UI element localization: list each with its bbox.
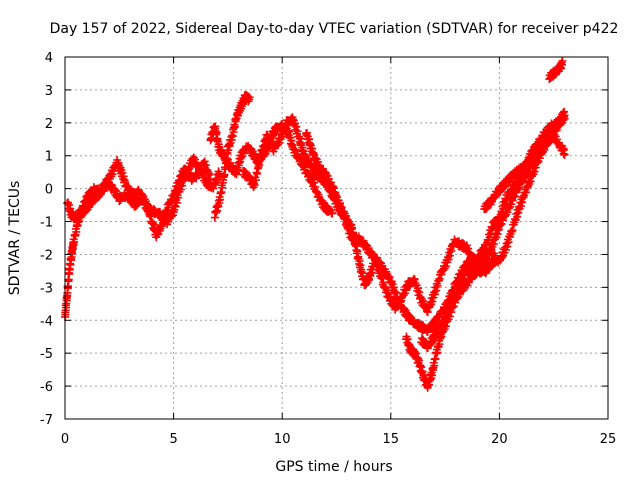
y-tick-label: -4 [40, 314, 53, 329]
y-tick-labels: -7 -6 -5 -4 -3 -2 -1 0 1 2 3 4 [40, 51, 53, 428]
data-point-marker [558, 56, 567, 65]
data-point-marker [215, 169, 224, 178]
data-point-marker [485, 233, 494, 242]
data-point-marker [217, 188, 226, 197]
y-tick-label: -6 [40, 380, 53, 395]
data-point-marker [251, 176, 260, 185]
data-point-marker [560, 150, 569, 159]
data-point-marker [541, 137, 550, 146]
axis-ticks [64, 56, 609, 420]
x-tick-label: 20 [491, 432, 508, 447]
data-point-marker [445, 251, 454, 260]
series-track-b [63, 153, 224, 229]
data-point-marker [230, 122, 239, 131]
x-tick-label: 10 [274, 432, 291, 447]
x-tick-label: 15 [383, 432, 400, 447]
data-point-marker [432, 286, 441, 295]
data-point-marker [220, 170, 229, 179]
data-point-marker [441, 312, 450, 321]
data-point-marker [171, 202, 180, 211]
data-point-marker [372, 258, 381, 267]
data-point-marker [335, 199, 344, 208]
data-point-marker [515, 168, 524, 177]
y-tick-label: -7 [40, 413, 53, 428]
series-track-l [545, 56, 567, 84]
data-point-marker [292, 122, 301, 131]
data-point-marker [172, 198, 181, 207]
x-tick-label: 5 [169, 432, 177, 447]
data-point-marker [228, 132, 237, 141]
y-tick-label: -5 [40, 347, 53, 362]
data-point-marker [212, 128, 221, 137]
data-point-marker [560, 111, 569, 120]
data-point-marker [512, 212, 521, 221]
y-tick-label: 2 [45, 117, 53, 132]
y-tick-label: -1 [40, 216, 53, 231]
data-point-marker [353, 247, 362, 256]
plot-frame [64, 56, 609, 420]
data-point-marker [374, 262, 383, 271]
data-point-marker [430, 290, 439, 299]
y-tick-label: -3 [40, 281, 53, 296]
x-tick-labels: 0 5 10 15 20 25 [61, 432, 616, 447]
data-point-marker [245, 93, 254, 102]
y-tick-label: -2 [40, 248, 53, 263]
y-tick-label: 3 [45, 84, 53, 99]
x-tick-label: 25 [600, 432, 617, 447]
data-point-marker [428, 297, 437, 306]
data-point-marker [250, 181, 259, 190]
data-point-marker [444, 255, 453, 264]
series-track-k [480, 107, 569, 214]
data-points [61, 56, 569, 392]
y-tick-label: 0 [45, 183, 53, 198]
series-track-i [402, 130, 569, 392]
series-track-e [239, 119, 337, 218]
x-axis-label: GPS time / hours [275, 459, 392, 475]
series-track-h [371, 112, 569, 317]
x-tick-label: 0 [61, 432, 69, 447]
data-point-marker [176, 185, 185, 194]
data-point-marker [519, 162, 528, 171]
data-point-marker [413, 284, 422, 293]
data-point-marker [291, 119, 300, 128]
data-point-marker [526, 177, 535, 186]
y-tick-label: 1 [45, 150, 53, 165]
data-point-marker [428, 371, 437, 380]
data-point-marker [513, 169, 522, 178]
y-axis-label: SDTVAR / TECUs [7, 181, 23, 296]
data-point-marker [503, 242, 512, 251]
data-point-marker [499, 204, 508, 213]
data-point-marker [200, 157, 209, 166]
data-point-marker [328, 209, 337, 218]
data-point-marker [516, 202, 525, 211]
y-tick-label: 4 [45, 51, 53, 66]
chart-title: Day 157 of 2022, Sidereal Day-to-day VTE… [50, 21, 619, 37]
